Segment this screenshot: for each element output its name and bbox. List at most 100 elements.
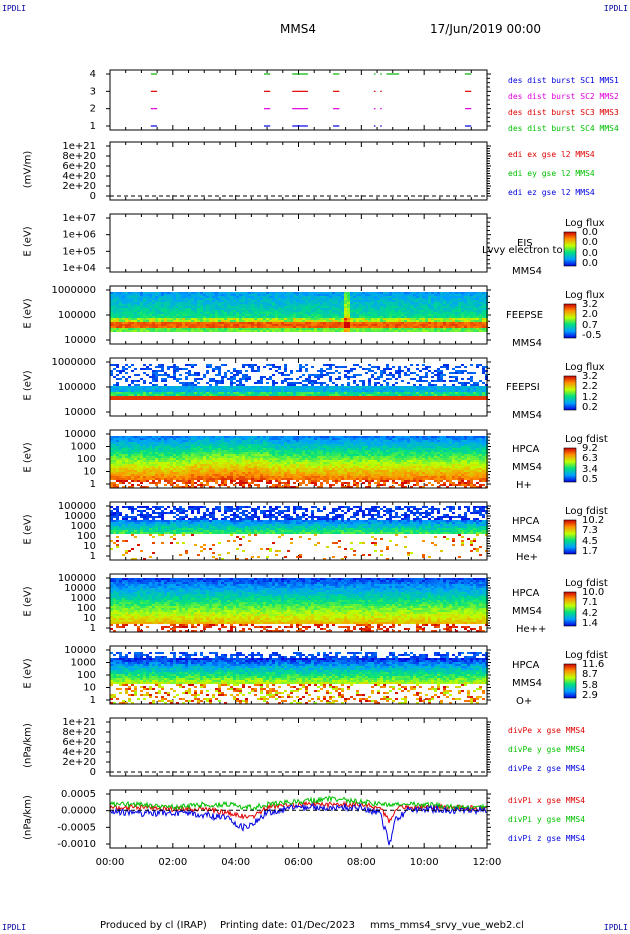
ytick-label: 100000: [58, 382, 96, 393]
spectrogram-cell: [326, 368, 329, 370]
spectrogram-cell: [209, 318, 212, 320]
spectrogram-cell: [176, 300, 179, 302]
spectrogram-cell: [152, 378, 155, 380]
spectrogram-cell: [374, 308, 377, 310]
spectrogram-cell: [458, 318, 461, 320]
spectrogram-cell: [398, 328, 401, 330]
spectrogram-cell: [314, 328, 317, 330]
spectrogram-cell: [188, 328, 191, 330]
spectrogram-cell: [326, 322, 329, 324]
spectrogram-cell: [167, 300, 170, 302]
spectrogram-hpca_h: [110, 436, 488, 488]
spectrogram-cell: [422, 386, 425, 388]
spectrogram-cell: [383, 368, 386, 370]
spectrogram-cell: [398, 326, 401, 328]
spectrogram-cell: [146, 302, 149, 304]
spectrogram-cell: [281, 298, 284, 300]
spectrogram-cell: [209, 308, 212, 310]
spectrogram-cell: [218, 302, 221, 304]
spectrogram-cell: [242, 376, 245, 378]
spectrogram-cell: [326, 392, 329, 394]
spectrogram-cell: [332, 298, 335, 300]
spectrogram-cell: [482, 328, 485, 330]
spectrogram-cell: [248, 398, 251, 400]
spectrogram-cell: [401, 320, 404, 322]
spectrogram-cell: [389, 320, 392, 322]
spectrogram-cell: [356, 300, 359, 302]
spectrogram-cell: [407, 324, 410, 326]
spectrogram-cell: [377, 296, 380, 298]
spectrogram-cell: [365, 292, 368, 294]
spectrogram-cell: [110, 326, 113, 328]
spectrogram-cell: [449, 312, 452, 314]
spectrogram-cell: [395, 300, 398, 302]
spectrogram-cell: [317, 314, 320, 316]
spectrogram-cell: [341, 318, 344, 320]
spectrogram-cell: [188, 294, 191, 296]
spectrogram-cell: [296, 306, 299, 308]
spectrogram-cell: [131, 316, 134, 318]
spectrogram-cell: [305, 324, 308, 326]
spectrogram-cell: [440, 314, 443, 316]
spectrogram-cell: [113, 294, 116, 296]
spectrogram-cell: [122, 308, 125, 310]
spectrogram-cell: [116, 322, 119, 324]
spectrogram-cell: [239, 324, 242, 326]
spectrogram-cell: [470, 314, 473, 316]
spectrogram-cell: [146, 366, 149, 368]
spectrogram-cell: [131, 320, 134, 322]
spectrogram-cell: [368, 328, 371, 330]
spectrogram-cell: [143, 364, 146, 366]
spectrogram-cell: [467, 398, 470, 400]
spectrogram-cell: [419, 318, 422, 320]
spectrogram-cell: [131, 310, 134, 312]
spectrogram-cell: [185, 368, 188, 370]
spectrogram-cell: [137, 396, 140, 398]
spectrogram-cell: [353, 364, 356, 366]
spectrogram-cell: [119, 462, 122, 464]
spectrogram-cell: [110, 460, 113, 462]
spectrogram-cell: [440, 328, 443, 330]
spectrogram-cell: [128, 316, 131, 318]
spectrogram-cell: [257, 388, 260, 390]
spectrogram-cell: [137, 386, 140, 388]
spectrogram-cell: [428, 292, 431, 294]
spectrogram-cell: [407, 320, 410, 322]
spectrogram-cell: [296, 382, 299, 384]
spectrogram-cell: [239, 318, 242, 320]
spectrogram-cell: [464, 302, 467, 304]
spectrogram-cell: [152, 374, 155, 376]
spectrogram-cell: [392, 390, 395, 392]
spectrogram-cell: [161, 316, 164, 318]
spectrogram-cell: [362, 304, 365, 306]
spectrogram-cell: [443, 320, 446, 322]
spectrogram-cell: [407, 306, 410, 308]
spectrogram-cell: [458, 314, 461, 316]
spectrogram-cell: [119, 478, 122, 480]
spectrogram-cell: [131, 324, 134, 326]
spectrogram-cell: [116, 454, 119, 456]
spectrogram-cell: [131, 380, 134, 382]
spectrogram-cell: [149, 392, 152, 394]
spectrogram-cell: [308, 388, 311, 390]
spectrogram-cell: [437, 324, 440, 326]
spectrogram-cell: [128, 328, 131, 330]
spectrogram-cell: [389, 300, 392, 302]
spectrogram-cell: [317, 394, 320, 396]
spectrogram-cell: [338, 294, 341, 296]
spectrogram-cell: [290, 320, 293, 322]
spectrogram-cell: [479, 398, 482, 400]
spectrogram-cell: [284, 388, 287, 390]
spectrogram-cell: [338, 326, 341, 328]
spectrogram-cell: [317, 296, 320, 298]
spectrogram-cell: [374, 392, 377, 394]
spectrogram-cell: [125, 322, 128, 324]
spectrogram-cell: [155, 324, 158, 326]
spectrogram-cell: [161, 292, 164, 294]
spectrogram-cell: [266, 294, 269, 296]
spectrogram-cell: [356, 302, 359, 304]
spectrogram-cell: [362, 398, 365, 400]
spectrogram-cell: [146, 374, 149, 376]
spectrogram-cell: [128, 326, 131, 328]
spectrogram-cell: [242, 374, 245, 376]
